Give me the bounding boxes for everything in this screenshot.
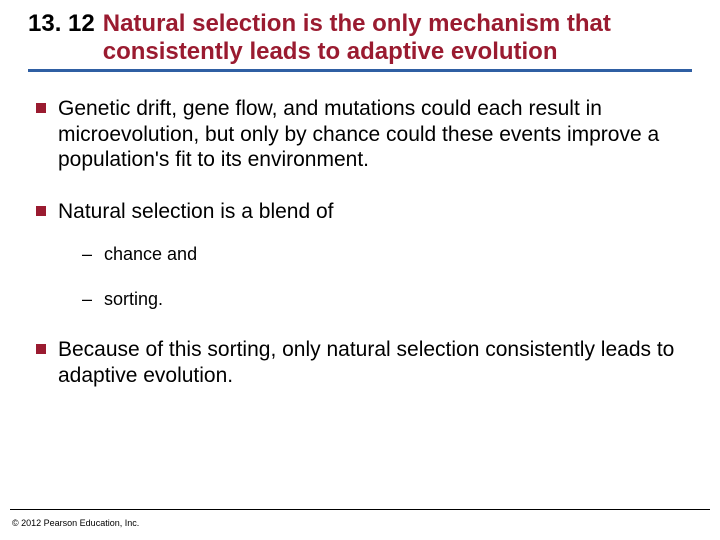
sub-bullet-text: chance and: [104, 244, 197, 264]
bullet-item: Genetic drift, gene flow, and mutations …: [34, 96, 686, 173]
bullet-item: Natural selection is a blend of chance a…: [34, 199, 686, 311]
title-text: Natural selection is the only mechanism …: [103, 10, 692, 65]
title-underline: [28, 69, 692, 72]
title-number: 13. 12: [28, 10, 95, 38]
sub-bullet-item: sorting.: [82, 288, 686, 311]
slide-title: 13. 12 Natural selection is the only mec…: [28, 10, 692, 65]
bullet-text: Natural selection is a blend of: [58, 200, 334, 223]
sub-bullet-text: sorting.: [104, 289, 163, 309]
bullet-list: Genetic drift, gene flow, and mutations …: [34, 96, 686, 388]
bullet-text: Genetic drift, gene flow, and mutations …: [58, 97, 659, 171]
copyright-text: © 2012 Pearson Education, Inc.: [12, 518, 139, 528]
slide-body: Genetic drift, gene flow, and mutations …: [28, 96, 692, 388]
footer-divider: [10, 509, 710, 510]
sub-bullet-item: chance and: [82, 243, 686, 266]
bullet-item: Because of this sorting, only natural se…: [34, 337, 686, 388]
bullet-text: Because of this sorting, only natural se…: [58, 338, 674, 387]
sub-bullet-list: chance and sorting.: [58, 243, 686, 312]
